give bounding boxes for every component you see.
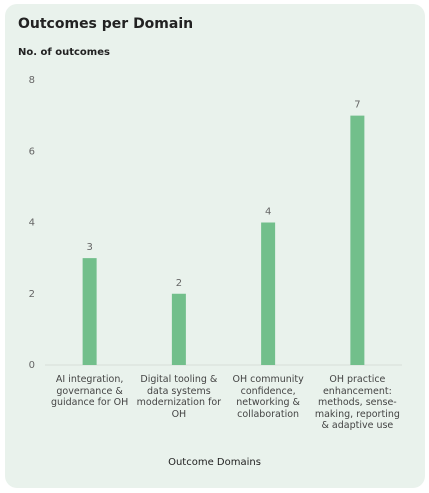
y-tick-label: 6 (29, 146, 35, 157)
x-tick-label: OH practice enhancement: methods, sense-… (314, 374, 400, 431)
value-label: 7 (354, 100, 360, 111)
x-tick-label: OH community confidence, networking & co… (232, 374, 304, 420)
value-label: 2 (176, 278, 182, 289)
bar (261, 222, 276, 365)
value-label: 4 (265, 207, 271, 218)
x-tick-label: AI integration, governance & guidance fo… (50, 374, 129, 408)
x-tick-label: Digital tooling & data systems moderniza… (136, 374, 222, 420)
y-tick-label: 0 (29, 360, 35, 371)
y-tick-label: 4 (29, 218, 35, 229)
y-tick-label: 2 (29, 289, 35, 300)
bar (82, 258, 97, 365)
bar (350, 115, 365, 365)
y-tick-label: 8 (29, 75, 35, 86)
y-axis-label: No. of outcomes (18, 47, 110, 58)
chart-title: Outcomes per Domain (18, 16, 194, 32)
bar (171, 293, 186, 365)
x-axis-label: Outcome Domains (168, 457, 261, 468)
value-label: 3 (86, 242, 92, 253)
